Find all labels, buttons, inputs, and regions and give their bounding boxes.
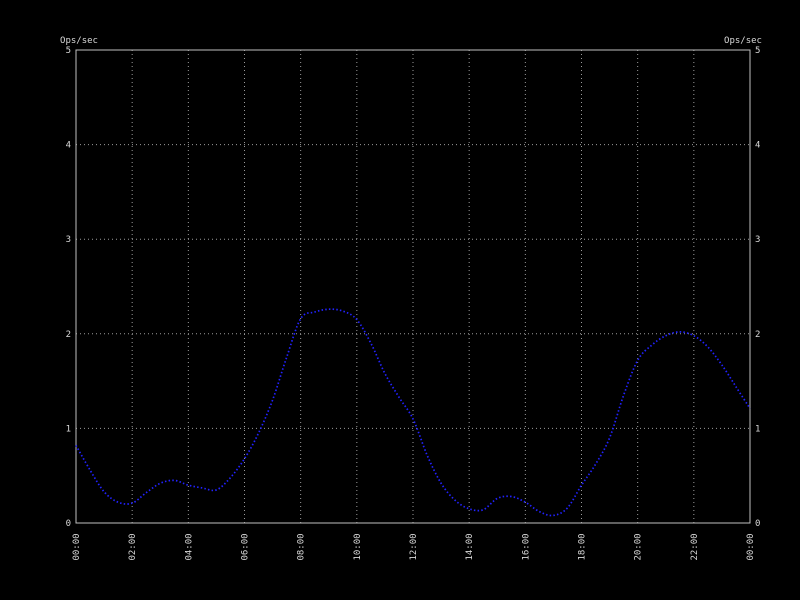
y-tick-label-right: 0 bbox=[755, 519, 760, 529]
x-tick-label: 20:00 bbox=[634, 533, 644, 560]
x-tick-label: 00:00 bbox=[72, 533, 82, 560]
y-tick-label-left: 1 bbox=[66, 424, 71, 434]
x-tick-label: 00:00 bbox=[746, 533, 756, 560]
series-line-ops-sec bbox=[75, 308, 751, 517]
y-tick-label-left: 5 bbox=[66, 46, 71, 56]
y-tick-label-right: 5 bbox=[755, 46, 760, 56]
y-tick-label-right: 2 bbox=[755, 330, 760, 340]
x-tick-label: 14:00 bbox=[465, 533, 475, 560]
y-tick-label-left: 0 bbox=[66, 519, 71, 529]
y-axis-unit-label-left: Ops/sec bbox=[60, 36, 98, 46]
y-tick-label-right: 1 bbox=[755, 424, 760, 434]
plot-frame bbox=[75, 49, 751, 524]
x-tick-label: 10:00 bbox=[353, 533, 363, 560]
y-tick-label-left: 4 bbox=[66, 141, 71, 151]
x-tick-label: 16:00 bbox=[521, 533, 531, 560]
y-tick-label-left: 2 bbox=[66, 330, 71, 340]
x-tick-label: 06:00 bbox=[241, 533, 251, 560]
y-tick-label-right: 4 bbox=[755, 141, 760, 151]
x-tick-label: 18:00 bbox=[578, 533, 588, 560]
x-tick-label: 04:00 bbox=[184, 533, 194, 560]
x-tick-label: 12:00 bbox=[409, 533, 419, 560]
y-tick-label-right: 3 bbox=[755, 235, 760, 245]
x-tick-label: 08:00 bbox=[297, 533, 307, 560]
y-tick-label-left: 3 bbox=[66, 235, 71, 245]
x-tick-label: 02:00 bbox=[128, 533, 138, 560]
x-tick-label: 22:00 bbox=[690, 533, 700, 560]
y-axis-unit-label-right: Ops/sec bbox=[724, 36, 762, 46]
